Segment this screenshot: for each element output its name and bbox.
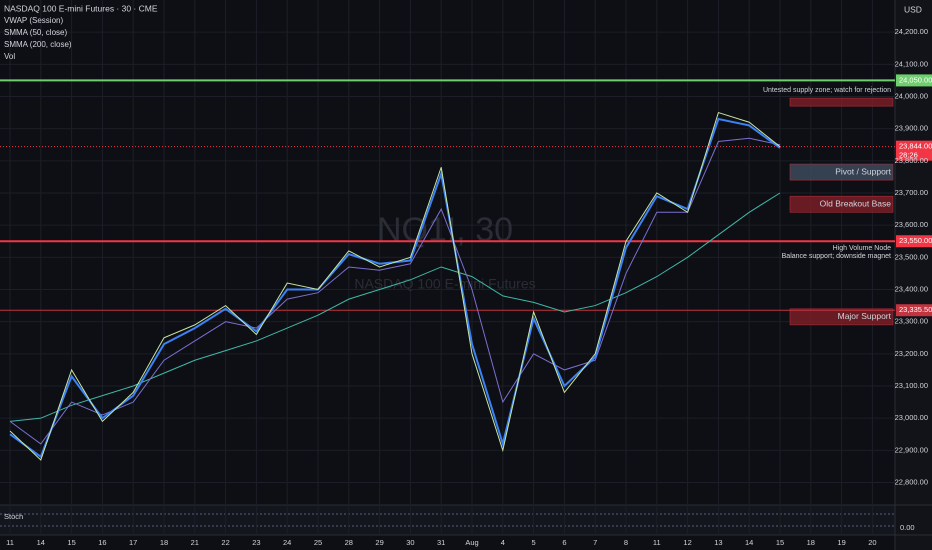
legend-entry: Vol — [4, 52, 15, 61]
x-tick-label: 18 — [160, 538, 168, 547]
x-tick-label: 5 — [532, 538, 536, 547]
level-tag-label: 23,550.00 — [899, 236, 932, 245]
price-line — [9, 111, 781, 461]
x-tick-label: 11 — [6, 538, 14, 547]
x-tick-label: 23 — [252, 538, 260, 547]
indicator-line — [9, 137, 781, 445]
legend-entry: SMMA (50, close) — [4, 28, 67, 37]
legend-entry: SMMA (200, close) — [4, 40, 72, 49]
x-tick-label: 8 — [624, 538, 628, 547]
chart-title: NASDAQ 100 E-mini Futures · 30 · CME — [4, 3, 158, 13]
x-tick-label: 16 — [98, 538, 106, 547]
x-tick-label: 18 — [807, 538, 815, 547]
y-tick-label: 23,500.00 — [895, 252, 928, 261]
x-tick-label: 22 — [221, 538, 229, 547]
level-tag — [896, 304, 932, 317]
currency: USD — [904, 4, 922, 14]
x-tick-label: 30 — [406, 538, 414, 547]
x-tick-label: 19 — [837, 538, 845, 547]
x-tick-label: 15 — [67, 538, 75, 547]
x-tick-label: 7 — [593, 538, 597, 547]
y-tick-label: 23,900.00 — [895, 124, 928, 133]
y-tick-label: 23,200.00 — [895, 349, 928, 358]
legend-entry: VWAP (Session) — [4, 16, 63, 25]
price-tag — [896, 140, 932, 161]
grid — [0, 0, 895, 535]
zone — [789, 308, 894, 326]
y-tick-label: 23,100.00 — [895, 381, 928, 390]
level-tag — [896, 74, 932, 87]
x-tick-label: 14 — [745, 538, 753, 547]
x-tick-label: 29 — [375, 538, 383, 547]
x-tick-label: Aug — [465, 538, 478, 547]
zone-label: Pivot / Support — [835, 166, 891, 176]
x-tick-label: 21 — [191, 538, 199, 547]
level-tag-label: 24,050.00 — [899, 75, 932, 84]
x-tick-label: 31 — [437, 538, 445, 547]
x-tick-label: 28 — [345, 538, 353, 547]
note-text: Balance support; downside magnet — [782, 253, 891, 260]
price-axis — [895, 0, 932, 550]
level-tag-label: 23,335.50 — [899, 305, 932, 314]
x-tick-label: 14 — [37, 538, 45, 547]
y-tick-label: 23,600.00 — [895, 220, 928, 229]
y-tick-label: 24,100.00 — [895, 59, 928, 68]
countdown: 28:26 — [899, 151, 918, 160]
plot: Untested supply zone; watch for rejectio… — [0, 74, 932, 461]
oscillator-pane — [0, 505, 895, 535]
x-tick-label: 13 — [714, 538, 722, 547]
y-tick-label: 23,300.00 — [895, 317, 928, 326]
x-tick-label: 4 — [501, 538, 505, 547]
zone — [789, 97, 894, 107]
zone — [789, 163, 894, 181]
y-tick-label: 22,900.00 — [895, 445, 928, 454]
oscillator-label: Stoch — [4, 512, 23, 521]
y-tick-label: 23,800.00 — [895, 156, 928, 165]
price-tag-label: 23,844.00 — [899, 142, 932, 151]
x-tick-label: 11 — [653, 538, 661, 547]
y-tick-label: 23,400.00 — [895, 284, 928, 293]
x-tick-label: 17 — [129, 538, 137, 547]
x-tick-label: 12 — [683, 538, 691, 547]
zone-label: Old Breakout Base — [820, 199, 892, 209]
zone-label: Major Support — [838, 311, 892, 321]
x-tick-label: 24 — [283, 538, 291, 547]
y-tick-label: 22,800.00 — [895, 477, 928, 486]
x-tick-label: 25 — [314, 538, 322, 547]
level-tag — [896, 235, 932, 248]
y-tick-label: 24,200.00 — [895, 27, 928, 36]
y-tick-label: 23,700.00 — [895, 188, 928, 197]
oscillator-tick: 0.00 — [900, 523, 915, 532]
x-tick-label: 15 — [776, 538, 784, 547]
note-text: High Volume Node — [833, 245, 891, 252]
y-tick-label: 23,000.00 — [895, 413, 928, 422]
zone — [789, 195, 894, 213]
zone-label: Untested supply zone; watch for rejectio… — [763, 87, 891, 94]
y-tick-label: 24,000.00 — [895, 91, 928, 100]
x-tick-label: 20 — [868, 538, 876, 547]
watermark-symbol: NQ1!, 30 — [377, 211, 513, 249]
x-tick-label: 6 — [562, 538, 566, 547]
